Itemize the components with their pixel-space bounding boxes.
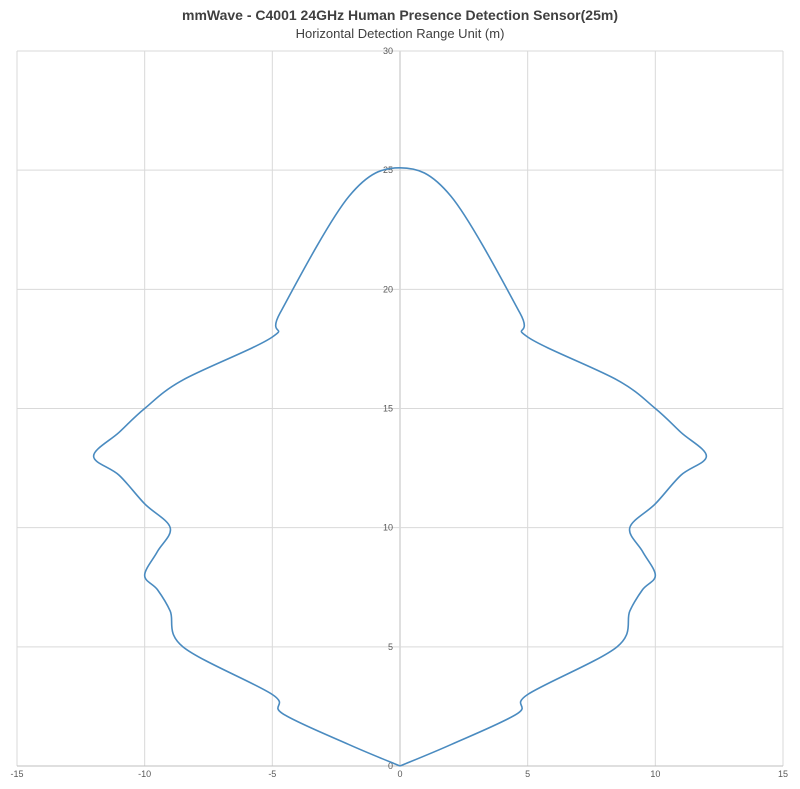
grid-lines <box>16 50 784 767</box>
y-tick-label: 0 <box>388 761 393 771</box>
chart-subtitle: Horizontal Detection Range Unit (m) <box>295 26 505 41</box>
chart-title: mmWave - C4001 24GHz Human Presence Dete… <box>182 7 618 23</box>
y-tick-label: 20 <box>383 284 393 294</box>
y-tick-label: 10 <box>383 523 393 533</box>
y-tick-label: 25 <box>383 165 393 175</box>
y-tick-label: 30 <box>383 46 393 56</box>
x-tick-label: 10 <box>650 769 660 779</box>
y-tick-label: 15 <box>383 404 393 414</box>
x-tick-label: 0 <box>397 769 402 779</box>
x-tick-label: -5 <box>268 769 276 779</box>
series-lines <box>92 166 708 767</box>
x-tick-label: -10 <box>138 769 151 779</box>
x-tick-label: -15 <box>10 769 23 779</box>
x-tick-label: 5 <box>525 769 530 779</box>
series-line <box>92 166 708 767</box>
x-tick-label: 15 <box>778 769 788 779</box>
tick-labels: -15 -10 -5 0 5 10 15 0 5 10 15 20 25 30 <box>10 46 788 779</box>
y-tick-label: 5 <box>388 642 393 652</box>
